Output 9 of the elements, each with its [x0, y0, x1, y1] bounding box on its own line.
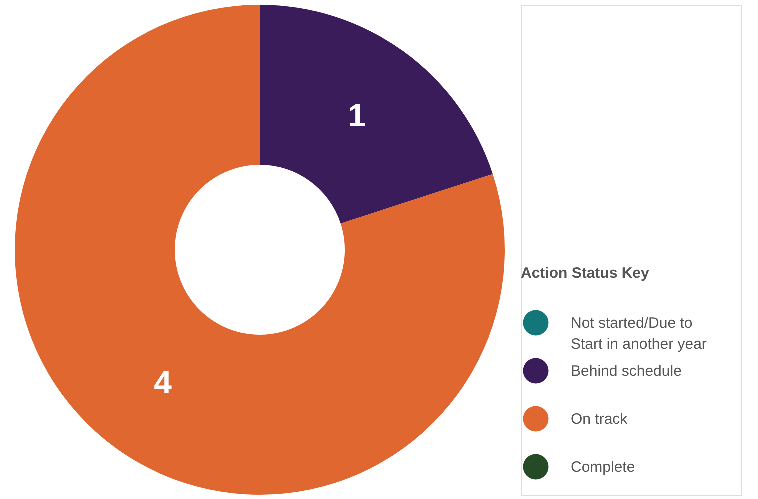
donut-slice — [260, 5, 494, 224]
legend-label: Behind schedule — [571, 363, 682, 380]
data-label: 4 — [154, 364, 172, 400]
data-label: 1 — [348, 98, 366, 134]
legend-label: Complete — [571, 459, 636, 476]
legend-label: Not started/Due to Start in another year — [571, 315, 707, 353]
legend-label: On track — [571, 411, 628, 428]
legend-title: Action Status Key — [521, 265, 650, 282]
donut-slice — [15, 5, 505, 495]
